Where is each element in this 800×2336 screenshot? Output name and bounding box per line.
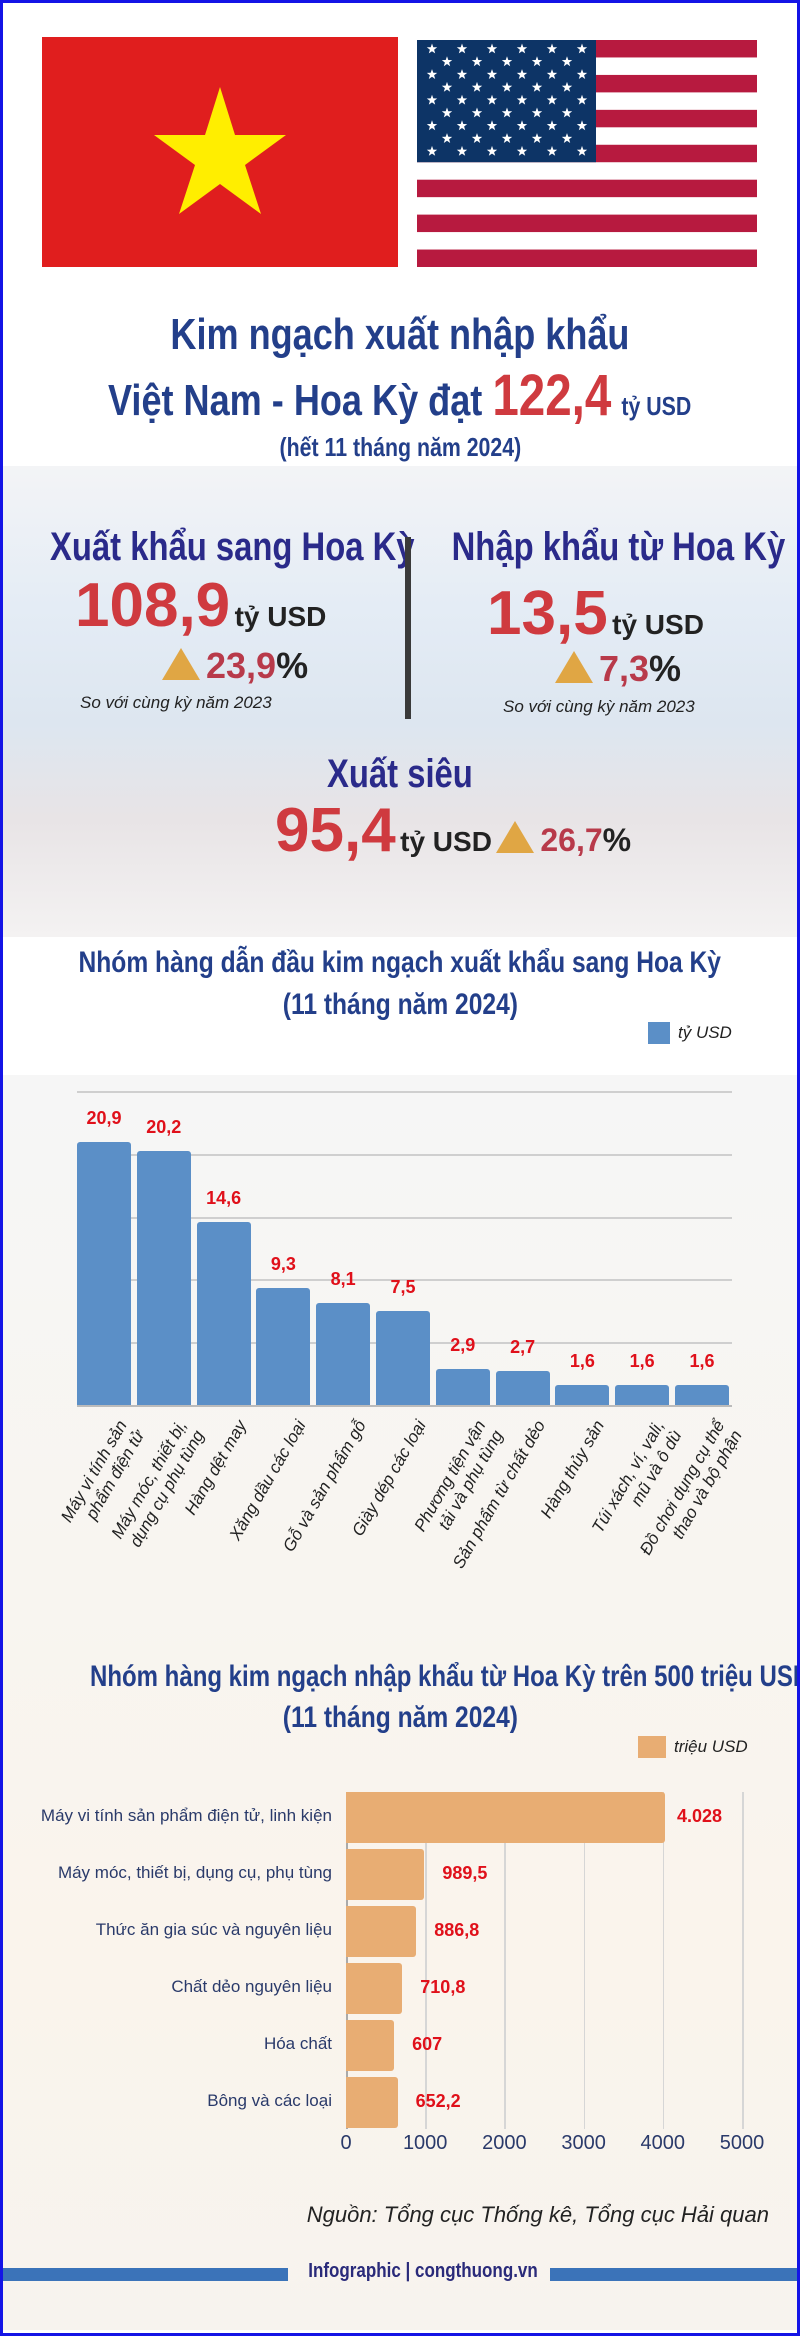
star-icon (516, 43, 528, 54)
star-icon (501, 56, 513, 67)
star-icon (441, 107, 453, 118)
star-icon (531, 107, 543, 118)
page-title: Kim ngạch xuất nhập khẩu (170, 310, 630, 359)
export-compare: So với cùng kỳ năm 2023 (80, 693, 272, 712)
star-icon (531, 56, 543, 67)
export-chart-subtitle: (11 tháng năm 2024) (282, 988, 518, 1021)
footer-bar-right (550, 2268, 797, 2281)
star-icon (486, 145, 498, 156)
export-value: 108,9 (75, 571, 231, 640)
star-icon (546, 145, 558, 156)
star-icon (456, 43, 468, 54)
import-change: 7,3% (599, 648, 682, 689)
star-icon (426, 43, 438, 54)
star-icon (516, 120, 528, 131)
star-icon (441, 133, 453, 143)
star-icon (516, 69, 528, 79)
star-icon (456, 120, 468, 131)
star-icon (486, 120, 498, 131)
star-icon (501, 107, 513, 118)
up-triangle-icon (162, 648, 200, 680)
import-chart-subtitle: (11 tháng năm 2024) (282, 1701, 518, 1734)
star-icon (561, 107, 573, 118)
star-icon (486, 94, 498, 105)
star-icon (426, 145, 438, 156)
star-icon (471, 133, 483, 143)
star-icon (561, 133, 573, 143)
star-icon (441, 56, 453, 67)
star-icon (426, 120, 438, 131)
background-photo (3, 466, 797, 937)
vietnam-flag (42, 37, 398, 267)
star-icon (576, 94, 588, 105)
star-icon (561, 81, 573, 92)
star-icon (531, 133, 543, 143)
star-icon (531, 81, 543, 92)
page-title-line2: Việt Nam - Hoa Kỳ đạt 122,4 tỷ USD (108, 363, 692, 428)
star-icon (486, 43, 498, 54)
surplus-row: 95,4 tỷ USD 26,7% (275, 796, 632, 865)
star-icon (501, 81, 513, 92)
star-icon (456, 69, 468, 79)
star-icon (456, 145, 468, 156)
legend-swatch (648, 1022, 670, 1044)
import-value: 13,5 (487, 579, 608, 648)
export-chart-title: Nhóm hàng dẫn đầu kim ngạch xuất khẩu sa… (78, 946, 722, 979)
surplus-heading: Xuất siêu (327, 752, 473, 796)
export-legend: tỷ USD (648, 1022, 732, 1044)
star-icon (576, 120, 588, 131)
import-summary: Nhập khẩu từ Hoa Kỳ (451, 525, 786, 569)
export-summary: Xuất khẩu sang Hoa Kỳ (50, 525, 415, 569)
import-chart-title: Nhóm hàng kim ngạch nhập khẩu từ Hoa Kỳ … (90, 1660, 800, 1693)
footer-bar-left (3, 2268, 288, 2281)
up-triangle-icon (555, 651, 593, 683)
surplus-value: 95,4 (275, 796, 396, 865)
star-icon (154, 87, 286, 214)
star-icon (501, 133, 513, 143)
star-icon (426, 94, 438, 105)
star-icon (456, 94, 468, 105)
period: (hết 11 tháng năm 2024) (279, 432, 521, 462)
star-icon (471, 81, 483, 92)
chart-background (3, 1075, 797, 2330)
import-legend: triệu USD (638, 1736, 748, 1758)
export-change: 23,9% (206, 645, 309, 686)
up-triangle-icon (496, 821, 535, 853)
legend-swatch (638, 1736, 666, 1758)
star-icon (546, 120, 558, 131)
star-icon (516, 94, 528, 105)
star-icon (426, 69, 438, 79)
star-icon (546, 69, 558, 79)
star-icon (546, 43, 558, 54)
star-icon (576, 145, 588, 156)
star-icon (471, 107, 483, 118)
star-icon (576, 69, 588, 79)
total-value: 122,4 (492, 363, 612, 428)
star-icon (486, 69, 498, 79)
star-icon (516, 145, 528, 156)
star-icon (561, 56, 573, 67)
star-icon (576, 43, 588, 54)
usa-flag (417, 40, 757, 267)
divider (405, 537, 411, 719)
star-icon (441, 81, 453, 92)
footer-credit: Infographic | congthuong.vn (308, 2260, 538, 2282)
source-note: Nguồn: Tổng cục Thống kê, Tổng cục Hải q… (306, 2202, 769, 2227)
star-icon (546, 94, 558, 105)
import-compare: So với cùng kỳ năm 2023 (503, 697, 695, 716)
star-icon (471, 56, 483, 67)
